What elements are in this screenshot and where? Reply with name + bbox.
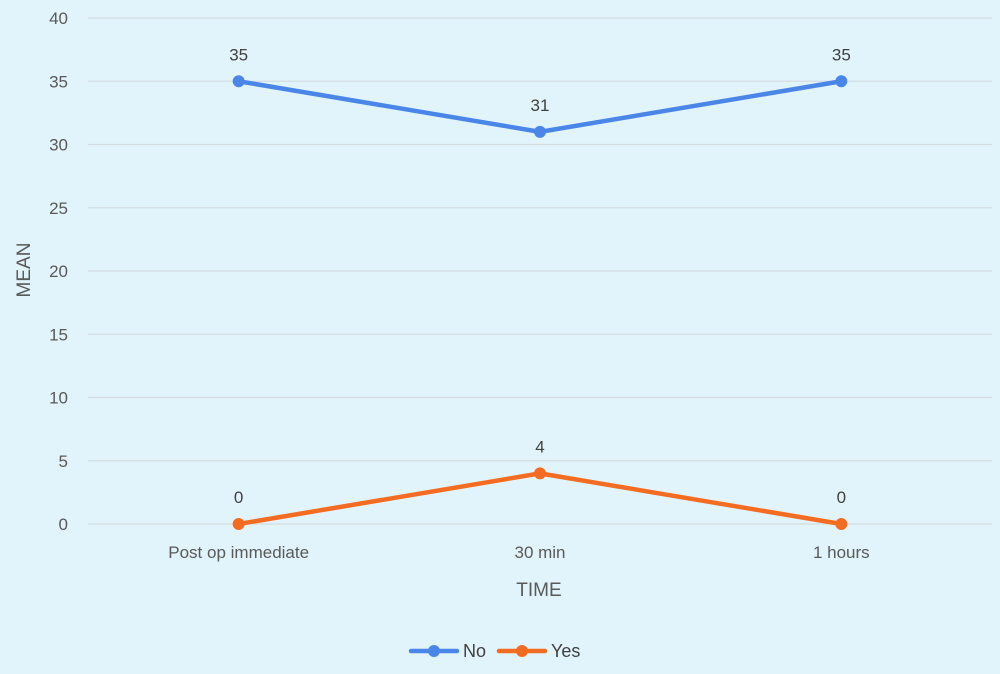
y-tick-label: 5 — [59, 452, 68, 471]
gridlines — [88, 17, 992, 525]
x-tick-label: Post op immediate — [168, 543, 309, 562]
y-tick-label: 20 — [49, 262, 68, 281]
data-point-no — [835, 75, 848, 88]
data-point-yes — [232, 518, 245, 530]
data-point-yes — [534, 467, 546, 480]
data-label-yes: 4 — [535, 437, 544, 456]
data-label-no: 35 — [229, 45, 248, 64]
data-point-no — [232, 75, 245, 88]
legend-swatch-marker — [428, 645, 440, 657]
y-tick-label: 0 — [59, 515, 68, 534]
legend-item-yes: Yes — [496, 641, 580, 661]
y-tick-label: 35 — [49, 72, 68, 91]
data-label-yes: 0 — [234, 488, 243, 507]
data-label-yes: 0 — [837, 488, 846, 507]
legend-item-no: No — [408, 641, 486, 661]
legend: No Yes — [408, 641, 580, 661]
x-tick-label: 1 hours — [813, 543, 870, 562]
legend-label: No — [463, 641, 486, 661]
y-axis-title: MEAN — [14, 243, 35, 298]
y-axis-ticks: 0 5 10 15 20 25 30 35 40 — [49, 9, 68, 534]
data-label-no: 31 — [531, 96, 550, 115]
x-tick-label: 30 min — [514, 543, 565, 562]
data-point-no — [534, 125, 546, 138]
x-axis-ticks: Post op immediate 30 min 1 hours — [168, 543, 869, 562]
legend-swatch-marker — [516, 645, 528, 657]
x-axis-title: TIME — [516, 580, 561, 601]
y-tick-label: 10 — [49, 389, 68, 408]
y-tick-label: 40 — [49, 9, 68, 28]
data-label-no: 35 — [832, 45, 851, 64]
series-line-yes — [236, 471, 844, 527]
data-point-yes — [835, 518, 848, 530]
y-tick-label: 30 — [49, 136, 68, 155]
series-lines — [232, 75, 848, 530]
y-tick-label: 25 — [49, 199, 68, 218]
legend-label: Yes — [551, 641, 580, 661]
data-labels: 35 31 35 0 4 0 — [229, 45, 851, 507]
y-tick-label: 15 — [49, 325, 68, 344]
